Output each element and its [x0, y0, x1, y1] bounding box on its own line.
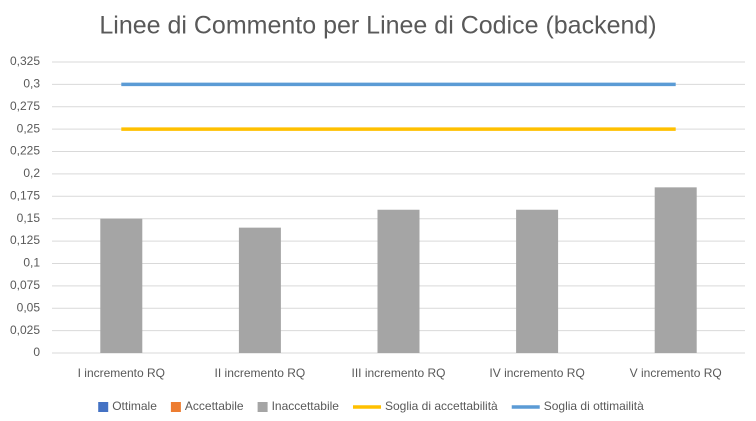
legend-item: Inaccettabile — [257, 399, 340, 413]
bar — [238, 227, 281, 353]
bar — [654, 187, 697, 353]
legend-label: Soglia di ottimailità — [544, 399, 644, 413]
legend-swatch — [170, 402, 181, 412]
bar — [100, 218, 143, 353]
x-tick-label: III incremento RQ — [351, 366, 445, 380]
x-tick-label: V incremento RQ — [630, 366, 722, 380]
legend-item: Accettabile — [170, 399, 244, 413]
x-tick-label: IV incremento RQ — [489, 366, 584, 380]
legend-item: Ottimale — [98, 399, 157, 413]
y-tick-label: 0,05 — [17, 300, 41, 314]
chart-title: Linee di Commento per Linee di Codice (b… — [99, 12, 656, 40]
y-tick-label: 0,25 — [17, 121, 41, 135]
x-tick-label: II incremento RQ — [215, 366, 306, 380]
legend-swatch — [257, 402, 268, 412]
bar — [377, 209, 420, 353]
y-tick-label: 0,025 — [10, 323, 40, 337]
y-tick-label: 0,125 — [10, 233, 40, 247]
y-tick-label: 0,1 — [23, 256, 40, 270]
y-tick-label: 0,325 — [10, 54, 40, 68]
y-tick-label: 0,15 — [17, 211, 41, 225]
legend-item: Soglia di accettabilità — [352, 399, 498, 413]
y-tick-label: 0,275 — [10, 99, 40, 113]
legend-label: Accettabile — [185, 399, 244, 413]
y-tick-label: 0,075 — [10, 278, 40, 292]
legend-label: Inaccettabile — [272, 399, 340, 413]
y-tick-label: 0,3 — [23, 77, 40, 91]
y-tick-label: 0,175 — [10, 188, 40, 202]
y-tick-label: 0 — [33, 345, 40, 359]
bar — [516, 209, 559, 353]
x-tick-label: I incremento RQ — [78, 366, 165, 380]
legend-swatch — [98, 402, 109, 412]
legend-item: Soglia di ottimailità — [511, 399, 644, 413]
y-tick-label: 0,2 — [23, 166, 40, 180]
legend-label: Ottimale — [112, 399, 157, 413]
legend-label: Soglia di accettabilità — [385, 399, 498, 413]
y-tick-label: 0,225 — [10, 144, 40, 158]
